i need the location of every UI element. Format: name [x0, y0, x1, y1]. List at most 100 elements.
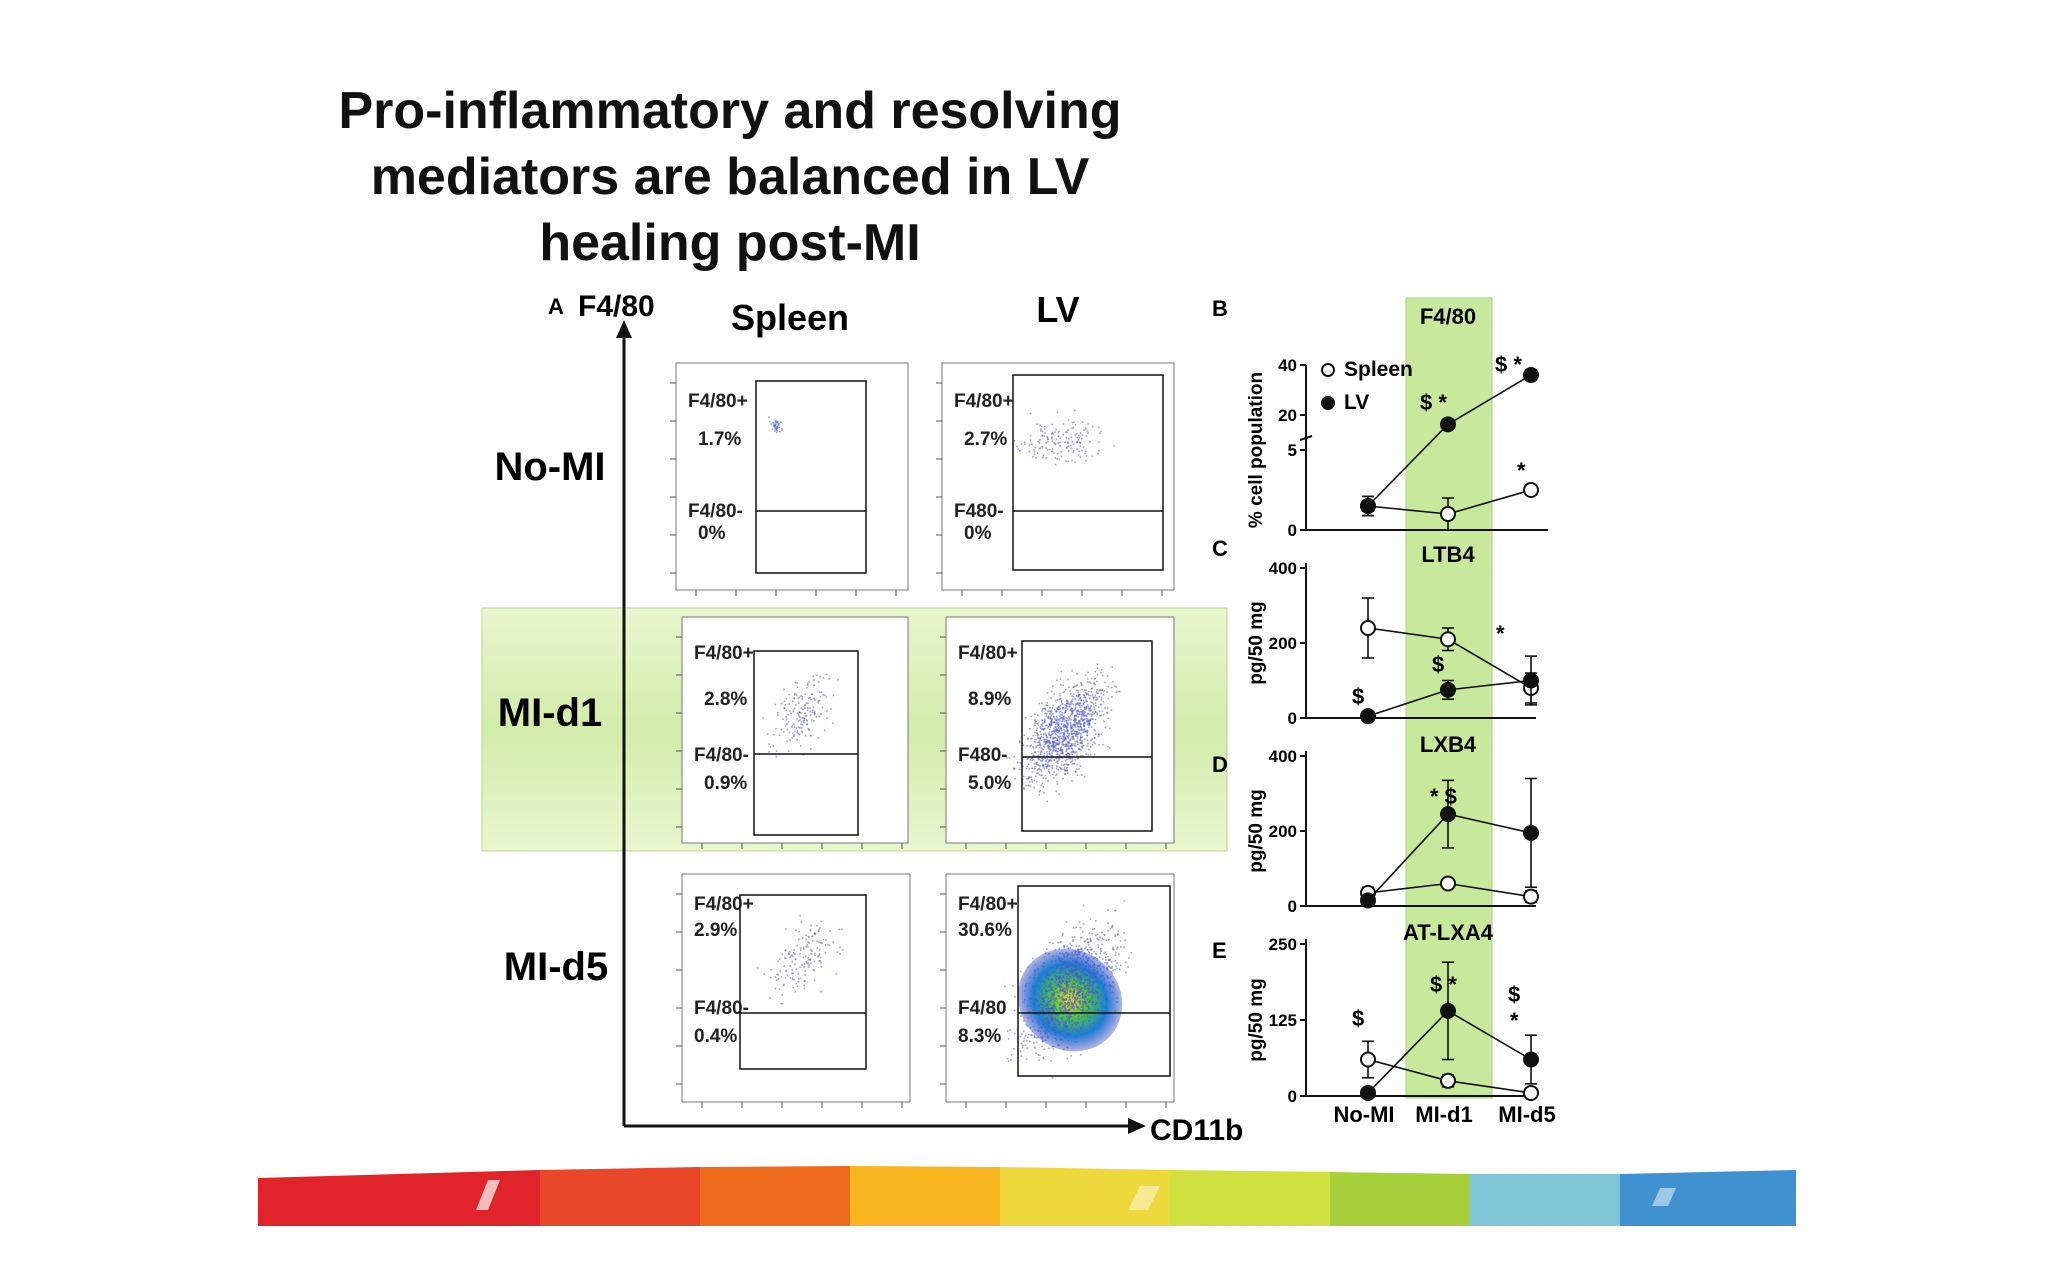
- event-dot: [1080, 960, 1083, 962]
- event-dot: [1054, 1000, 1056, 1002]
- event-dot: [1019, 1035, 1022, 1038]
- event-dot: [1097, 450, 1100, 452]
- event-dot: [1052, 986, 1055, 989]
- event-dot: [1072, 1003, 1075, 1006]
- event-dot: [1099, 432, 1101, 435]
- event-dot: [1048, 717, 1051, 720]
- event-dot: [1033, 1035, 1036, 1038]
- event-dot: [1040, 770, 1043, 772]
- event-dot: [813, 699, 816, 701]
- event-dot: [1089, 999, 1091, 1002]
- event-dot: [1032, 734, 1034, 737]
- event-dot: [1080, 972, 1082, 974]
- event-dot: [1076, 994, 1078, 997]
- significance-marker: *: [1510, 1008, 1519, 1033]
- event-dot: [1048, 1008, 1051, 1010]
- event-dot: [1124, 961, 1127, 963]
- event-dot: [800, 695, 802, 697]
- event-dot: [1033, 451, 1036, 453]
- event-dot: [1084, 706, 1086, 709]
- event-dot: [1086, 745, 1088, 747]
- event-dot: [1076, 774, 1079, 776]
- x-tick-label: MI-d5: [1498, 1102, 1555, 1127]
- event-dot: [1092, 972, 1095, 974]
- event-dot: [1034, 970, 1036, 973]
- event-dot: [775, 427, 777, 429]
- event-dot: [1066, 752, 1069, 755]
- title-line-1: Pro-inflammatory and resolving: [338, 82, 1122, 140]
- event-dot: [1054, 741, 1056, 744]
- event-dot: [1048, 1022, 1050, 1024]
- event-dot: [1071, 459, 1073, 462]
- event-dot: [1085, 968, 1087, 970]
- event-dot: [1093, 969, 1096, 971]
- event-dot: [1062, 933, 1064, 935]
- event-dot: [763, 973, 766, 975]
- event-dot: [1072, 1008, 1075, 1011]
- event-dot: [1070, 742, 1073, 745]
- event-dot: [1110, 985, 1113, 987]
- event-dot: [1113, 909, 1116, 912]
- event-dot: [1087, 987, 1089, 990]
- event-dot: [1097, 982, 1100, 985]
- flow-plot: F4/80+2.7%F480-0%: [936, 362, 1175, 596]
- event-dot: [1080, 723, 1082, 725]
- event-dot: [1089, 965, 1092, 967]
- event-dot: [820, 713, 822, 715]
- event-dot: [1088, 1007, 1090, 1009]
- event-dot: [1038, 973, 1040, 976]
- event-dot: [1082, 990, 1085, 993]
- event-dot: [1028, 767, 1030, 770]
- event-dot: [783, 700, 786, 703]
- event-dot: [1112, 986, 1115, 989]
- plot-frame: [681, 616, 909, 844]
- event-dot: [1090, 940, 1092, 942]
- event-dot: [1071, 958, 1073, 960]
- legend-marker: [1321, 363, 1335, 377]
- event-dot: [798, 938, 800, 941]
- event-dot: [1074, 974, 1076, 977]
- event-dot: [1043, 966, 1045, 969]
- event-dot: [1081, 1009, 1083, 1011]
- event-dot: [1082, 710, 1085, 712]
- event-dot: [1127, 966, 1129, 968]
- event-dot: [1028, 997, 1030, 1000]
- event-dot: [1064, 991, 1066, 993]
- event-dot: [1057, 762, 1059, 765]
- event-dot: [1051, 450, 1054, 453]
- event-dot: [1034, 731, 1036, 734]
- event-dot: [1025, 778, 1028, 780]
- event-dot: [1072, 443, 1075, 446]
- event-dot: [1085, 714, 1088, 716]
- event-dot: [1078, 945, 1081, 947]
- event-dot: [1109, 727, 1111, 730]
- event-dot: [1036, 1000, 1039, 1002]
- event-dot: [1076, 712, 1078, 715]
- event-dot: [1054, 733, 1056, 735]
- upper-gate-label: F4/80+: [694, 894, 754, 915]
- event-dot: [1032, 746, 1035, 748]
- event-dot: [1026, 1047, 1029, 1049]
- event-dot: [1062, 735, 1064, 738]
- event-dot: [1095, 973, 1097, 975]
- event-dot: [794, 692, 796, 695]
- event-dot: [1057, 708, 1059, 711]
- event-dot: [793, 707, 796, 710]
- event-dot: [1037, 1020, 1039, 1023]
- event-dot: [780, 728, 782, 731]
- event-dot: [1069, 738, 1071, 741]
- event-dot: [793, 697, 795, 700]
- event-dot: [1076, 1041, 1078, 1043]
- event-dot: [1040, 784, 1043, 787]
- event-dot: [1057, 956, 1060, 958]
- event-dot: [1034, 993, 1036, 995]
- event-dot: [1082, 1030, 1084, 1032]
- event-dot: [1070, 447, 1073, 450]
- event-dot: [1076, 1006, 1078, 1009]
- event-dot: [1073, 982, 1075, 984]
- event-dot: [1101, 943, 1103, 946]
- event-dot: [802, 708, 804, 711]
- event-dot: [1107, 922, 1109, 925]
- event-dot: [1029, 1040, 1031, 1043]
- event-dot: [1044, 718, 1046, 721]
